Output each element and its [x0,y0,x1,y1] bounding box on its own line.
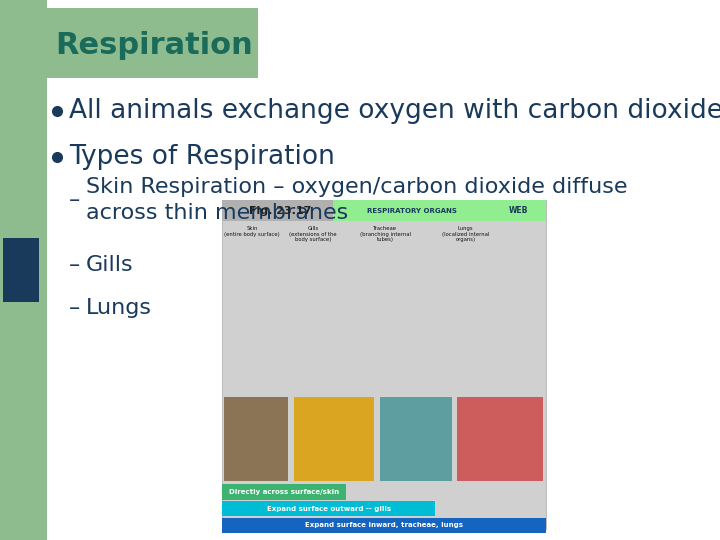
Bar [225,397,288,481]
Text: RESPIRATORY ORGANS: RESPIRATORY ORGANS [367,207,456,214]
Text: Lungs
(localized internal
organs): Lungs (localized internal organs) [442,226,490,242]
Text: –: – [69,298,81,318]
Text: Skin
(entire body surface): Skin (entire body surface) [225,226,280,237]
Bar [47,8,258,78]
Bar [222,484,346,500]
Text: All animals exchange oxygen with carbon dioxide: All animals exchange oxygen with carbon … [69,98,720,124]
Text: Expand surface outward -- gills: Expand surface outward -- gills [266,505,391,512]
Text: Respiration: Respiration [55,31,253,60]
Text: Types of Respiration: Types of Respiration [69,144,335,170]
Bar [333,200,490,221]
Text: Expand surface inward, tracheae, lungs: Expand surface inward, tracheae, lungs [305,522,463,529]
Text: Lungs: Lungs [86,298,152,318]
Text: –: – [69,190,81,210]
Text: Directly across surface/skin: Directly across surface/skin [229,489,339,495]
Bar [222,200,546,221]
Text: Gills: Gills [86,254,133,275]
Bar [379,397,451,481]
Text: Skin Respiration – oxygen/carbon dioxide diffuse
across thin membranes: Skin Respiration – oxygen/carbon dioxide… [86,177,627,223]
Text: Gills
(extensions of the
body surface): Gills (extensions of the body surface) [289,226,337,242]
Text: Tracheae
(branching internal
tubes): Tracheae (branching internal tubes) [360,226,410,242]
Text: Fig. 23.17: Fig. 23.17 [248,206,311,215]
Text: –: – [69,254,81,275]
Bar [294,397,374,481]
Bar [490,200,546,221]
Bar [457,397,543,481]
Text: WEB: WEB [508,206,528,215]
Bar [3,238,39,302]
Bar [222,200,546,529]
Bar [222,518,546,533]
Bar [0,0,47,540]
Bar [222,501,435,516]
